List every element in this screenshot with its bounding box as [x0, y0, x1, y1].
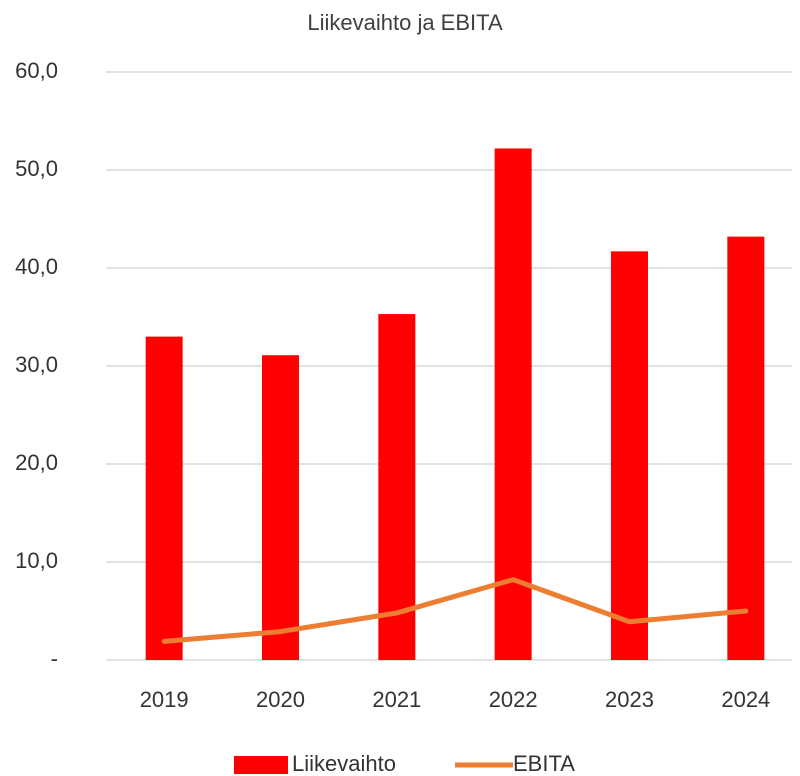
legend-swatch	[234, 756, 288, 774]
chart-title: Liikevaihto ja EBITA	[307, 10, 503, 35]
x-tick-label: 2021	[372, 687, 421, 712]
x-tick-label: 2020	[256, 687, 305, 712]
line	[161, 577, 749, 644]
y-tick-label: 10,0	[15, 548, 58, 573]
x-tick-label: 2023	[605, 687, 654, 712]
y-tick-label: 20,0	[15, 450, 58, 475]
bar	[611, 251, 648, 660]
x-tick-label: 2024	[721, 687, 770, 712]
bar	[378, 314, 416, 660]
legend-label: Liikevaihto	[292, 751, 396, 776]
bar	[727, 236, 765, 660]
y-tick-label: 40,0	[15, 254, 58, 279]
y-tick-label: 60,0	[15, 58, 58, 83]
y-tick-label: 30,0	[15, 352, 58, 377]
legend-label: EBITA	[513, 751, 575, 776]
x-tick-label: 2022	[489, 687, 538, 712]
x-tick-label: 2019	[140, 687, 189, 712]
bar	[145, 336, 183, 660]
bar	[494, 148, 532, 660]
bar	[262, 355, 299, 660]
y-tick-label: -	[51, 646, 58, 671]
y-tick-label: 50,0	[15, 156, 58, 181]
